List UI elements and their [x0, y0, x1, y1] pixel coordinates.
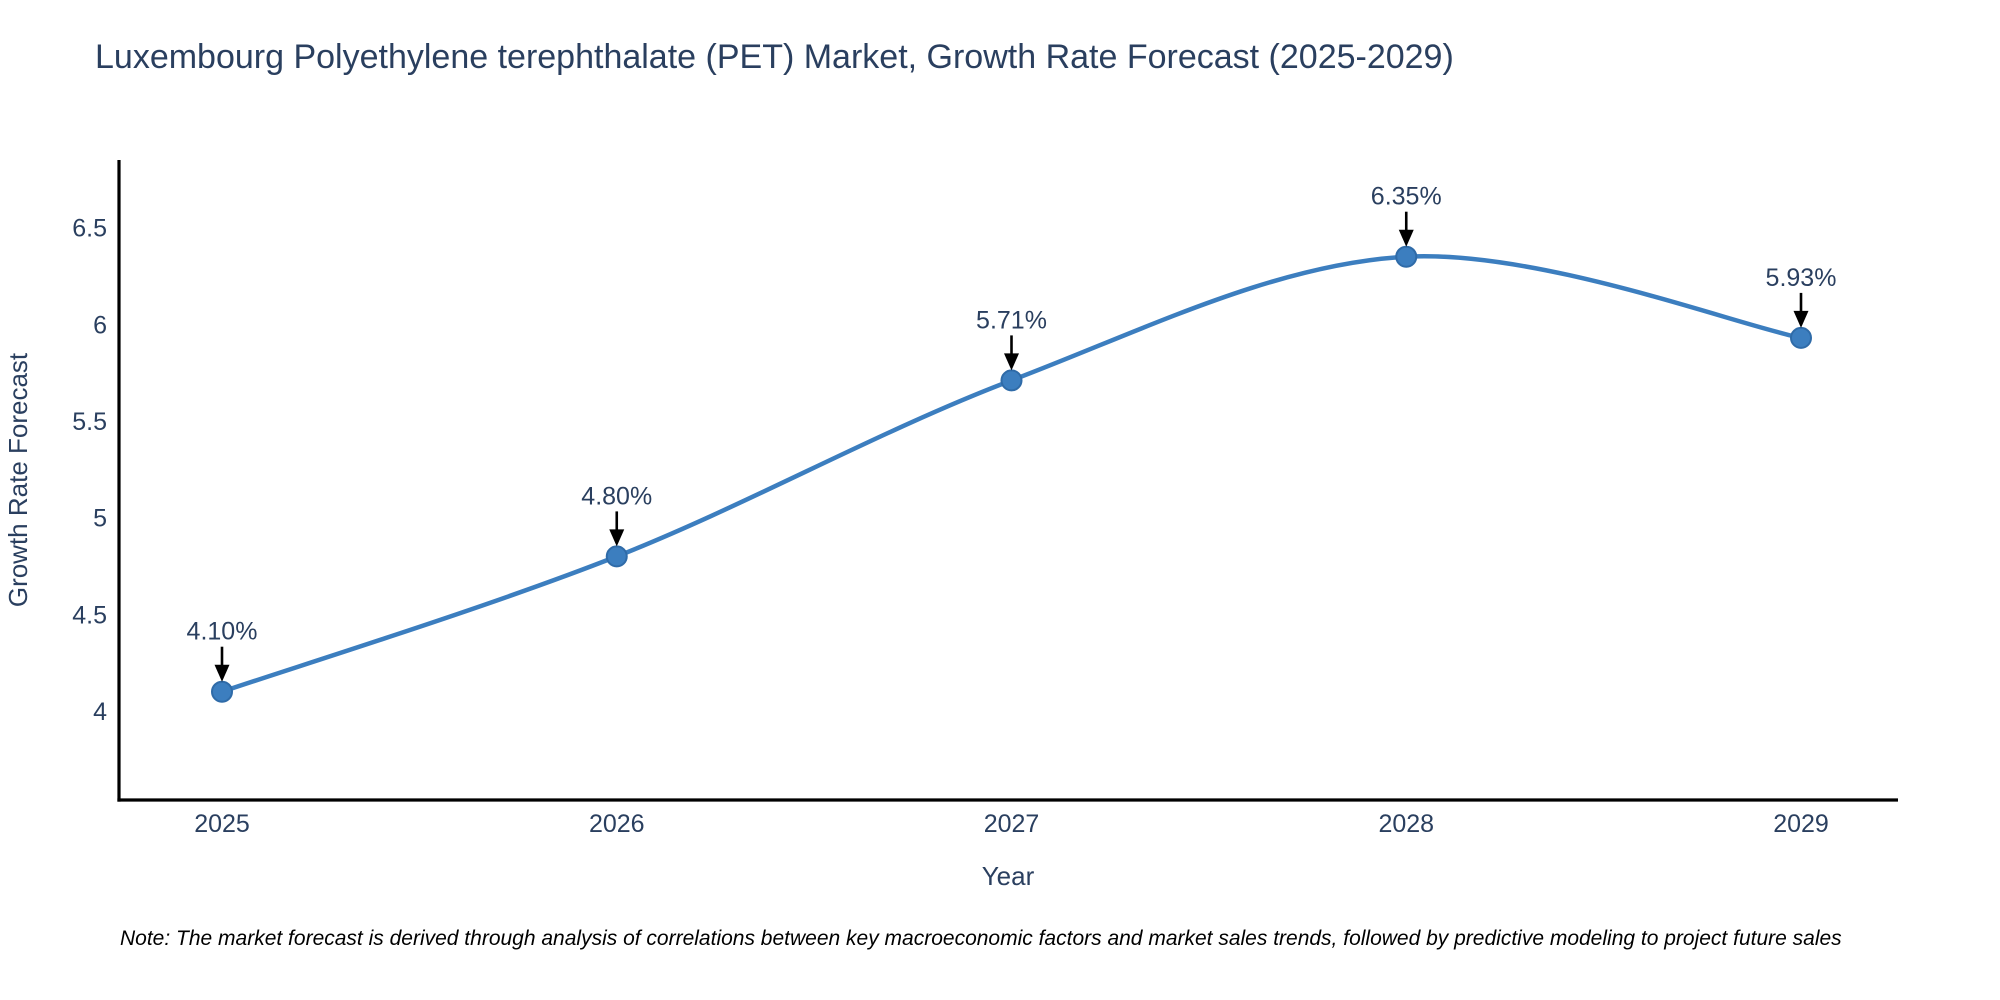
y-tick-label: 6 — [93, 311, 107, 339]
annotation-arrowhead — [609, 529, 625, 547]
y-tick-labels: 4 4.5 5 5.5 6 6.5 — [72, 215, 107, 726]
chart-title: Luxembourg Polyethylene terephthalate (P… — [95, 38, 1454, 76]
y-tick-label: 6.5 — [72, 215, 107, 243]
footnote: Note: The market forecast is derived thr… — [120, 927, 1842, 950]
annotation-arrowhead — [1793, 310, 1809, 328]
annotations-group: 4.10% 4.80% 5.71% 6.35% 5.93% — [187, 183, 1837, 682]
annotation-arrowhead — [214, 664, 230, 682]
data-point-label: 4.80% — [581, 482, 652, 510]
x-tick-label: 2025 — [194, 810, 250, 838]
x-tick-label: 2026 — [589, 810, 645, 838]
data-point-marker[interactable] — [211, 680, 233, 703]
data-point-label: 6.35% — [1371, 183, 1442, 211]
data-point-marker[interactable] — [1395, 245, 1418, 268]
y-tick-label: 5 — [93, 505, 107, 533]
x-tick-label: 2028 — [1378, 810, 1434, 838]
x-tick-labels: 2025 2026 2027 2028 2029 — [194, 810, 1829, 838]
x-tick-label: 2027 — [984, 810, 1040, 838]
data-point-label: 4.10% — [187, 618, 258, 646]
data-point-marker[interactable] — [1790, 326, 1812, 349]
data-point-label: 5.71% — [976, 306, 1047, 334]
data-point-marker[interactable] — [1000, 369, 1023, 392]
x-tick-label: 2029 — [1773, 810, 1829, 838]
annotation-arrowhead — [1004, 353, 1019, 371]
data-point-marker[interactable] — [605, 545, 628, 568]
y-tick-label: 4.5 — [72, 601, 107, 629]
y-tick-label: 4 — [93, 698, 107, 726]
x-axis-title: Year — [982, 861, 1035, 891]
y-axis-title: Growth Rate Forecast — [3, 352, 33, 607]
y-tick-label: 5.5 — [72, 408, 107, 436]
data-points-group — [211, 245, 1812, 703]
annotation-arrowhead — [1398, 229, 1414, 247]
data-point-label: 5.93% — [1766, 264, 1837, 292]
